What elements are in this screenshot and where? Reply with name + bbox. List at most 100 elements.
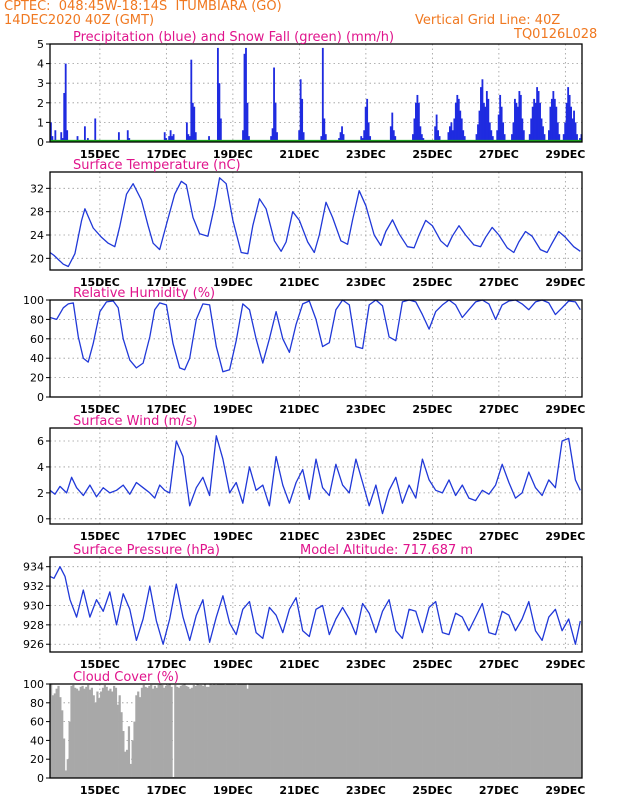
cloud-ytick-label: 0 (37, 772, 44, 785)
cloud-bar (90, 687, 93, 778)
precip-bar (488, 122, 491, 142)
precip-bar (389, 126, 392, 142)
cloud-bar (207, 686, 210, 778)
cloud-bar (155, 687, 158, 778)
cloud-bar (354, 684, 357, 778)
precip-bar (571, 118, 574, 142)
cloud-bar (83, 688, 86, 778)
wind-xtick-label: 21DEC (279, 530, 319, 543)
cloud-bar (543, 684, 546, 778)
cloud-bar (255, 684, 258, 778)
cloud-bar (177, 687, 181, 778)
precip-bar (321, 47, 324, 142)
pressure-xtick-label: 25DEC (412, 658, 452, 671)
precip-xtick-label: 25DEC (412, 148, 452, 161)
precip-bar (543, 134, 546, 142)
cloud-bar (105, 686, 108, 778)
precip-bar (477, 124, 479, 142)
precip-bar (453, 118, 456, 142)
cloud-bar (61, 710, 64, 778)
cloud-bar (493, 684, 496, 778)
station-label: CPTEC: 048:45W-18:14S ITUMBIARA (GO) (4, 0, 282, 14)
cloud-bar (533, 684, 536, 778)
precip-bar (391, 112, 394, 142)
pressure-line (49, 566, 581, 645)
cloud-bar (457, 684, 460, 778)
precip-bar (497, 114, 500, 142)
precip-bar (417, 102, 420, 142)
cloud-bar (530, 684, 533, 778)
cloud-bar (430, 684, 433, 778)
precip-bar (485, 91, 488, 142)
cloud-bar (413, 684, 416, 778)
cloud-bar (442, 684, 446, 778)
precip-bar (185, 122, 188, 142)
cloud-bar (485, 684, 488, 778)
cloud-bar (535, 684, 538, 778)
cloud-bar (205, 686, 208, 778)
cloud-ytick-label: 100 (23, 678, 44, 691)
precip-bar (540, 118, 543, 142)
cloud-bar (192, 684, 195, 778)
precip-bar (482, 102, 485, 142)
cloud-bar (296, 684, 299, 778)
precip-bar (534, 102, 537, 142)
cloud-bar (292, 684, 296, 778)
cloud-bar (439, 684, 442, 778)
cloud-bar (202, 685, 205, 778)
cloud-bar (498, 684, 501, 778)
pressure-xtick-label: 21DEC (279, 658, 319, 671)
cloud-bar (450, 684, 453, 778)
cloud-bar (331, 684, 334, 778)
cloud-bar (435, 684, 438, 778)
cloud-xtick-label: 15DEC (80, 784, 120, 797)
temp-xtick-label: 15DEC (80, 276, 120, 289)
cloud-bar (216, 684, 220, 778)
precip-bar (450, 122, 453, 142)
cloud-bar (163, 687, 166, 778)
cloud-bar (276, 684, 279, 778)
cloud-bar (556, 684, 559, 778)
cloud-bar (402, 684, 405, 778)
cloud-bar (437, 684, 440, 778)
cloud-bar (131, 740, 134, 778)
cloud-bar (515, 684, 518, 778)
precip-bar (459, 110, 462, 142)
precip-bar (537, 91, 540, 142)
cloud-bar (220, 684, 223, 778)
precip-bar (193, 106, 196, 142)
cloud-bar (77, 690, 80, 778)
cloud-bar (467, 684, 470, 778)
cloud-bar (539, 684, 542, 778)
precip-bar (522, 130, 525, 142)
pressure-ytick-label: 928 (23, 619, 44, 632)
precip-xtick-label: 23DEC (346, 148, 386, 161)
precip-bar (323, 118, 326, 142)
cloud-bar (311, 684, 314, 778)
precip-bar (435, 114, 438, 142)
rh-ytick-label: 40 (30, 352, 44, 365)
cloud-bar (552, 684, 555, 778)
precip-bar (558, 134, 561, 142)
precip-bar (533, 98, 536, 142)
cloud-bar (468, 684, 472, 778)
rh-frame (49, 299, 583, 398)
wind-title: Surface Wind (m/s) (73, 414, 197, 429)
cloud-bar (426, 684, 429, 778)
cloud-bar (418, 684, 422, 778)
cloud-bar (278, 684, 281, 778)
precip-bar (172, 134, 175, 142)
cloud-bar (481, 684, 485, 778)
cloud-bar (472, 684, 475, 778)
precip-bar (516, 106, 519, 142)
pressure-ytick-label: 934 (23, 561, 44, 574)
cloud-ytick-label: 80 (30, 697, 44, 710)
cloud-bar (268, 684, 271, 778)
cloud-bar (229, 684, 232, 778)
precip-bar (54, 130, 57, 142)
cloud-bar (218, 684, 221, 778)
cloud-xtick-label: 21DEC (279, 784, 319, 797)
precip-bar (528, 134, 531, 142)
cloud-bar (240, 684, 244, 778)
precip-bar (245, 47, 247, 142)
